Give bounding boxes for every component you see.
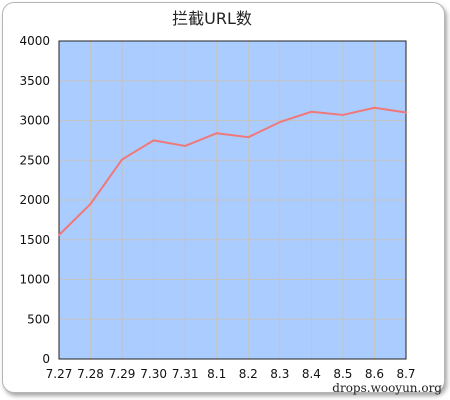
x-tick-label-0: 7.27 [46,367,73,381]
chart-title: 拦截URL数 [172,9,252,28]
x-tick-label-9: 8.5 [333,367,352,381]
y-tick-label-1: 500 [27,312,50,326]
y-tick-label-0: 0 [42,352,50,366]
x-tick-label-5: 8.1 [207,367,226,381]
y-tick-label-6: 3000 [19,114,50,128]
watermark-text: drops.wooyun.org [332,381,442,395]
x-tick-label-11: 8.7 [396,367,415,381]
x-tick-label-10: 8.6 [365,367,384,381]
x-tick-label-3: 7.30 [140,367,167,381]
plot-area: 0 500 1000 1500 2000 2500 3000 3500 4000 7.27 7.28… [19,34,415,381]
plot-border [58,40,407,360]
y-tick-label-4: 2000 [19,193,50,207]
y-tick-label-3: 1500 [19,233,50,247]
y-tick-label-5: 2500 [19,153,50,167]
x-tick-label-2: 7.29 [109,367,136,381]
x-tick-label-6: 8.2 [239,367,258,381]
series-line-0 [58,106,407,236]
x-tick-label-7: 8.3 [270,367,289,381]
y-tick-label-2: 1000 [19,273,50,287]
y-tick-label-7: 3500 [19,74,50,88]
x-tick-label-1: 7.28 [77,367,104,381]
x-tick-label-4: 7.31 [172,367,199,381]
x-tick-label-8: 8.4 [302,367,321,381]
y-tick-label-8: 4000 [19,34,50,48]
